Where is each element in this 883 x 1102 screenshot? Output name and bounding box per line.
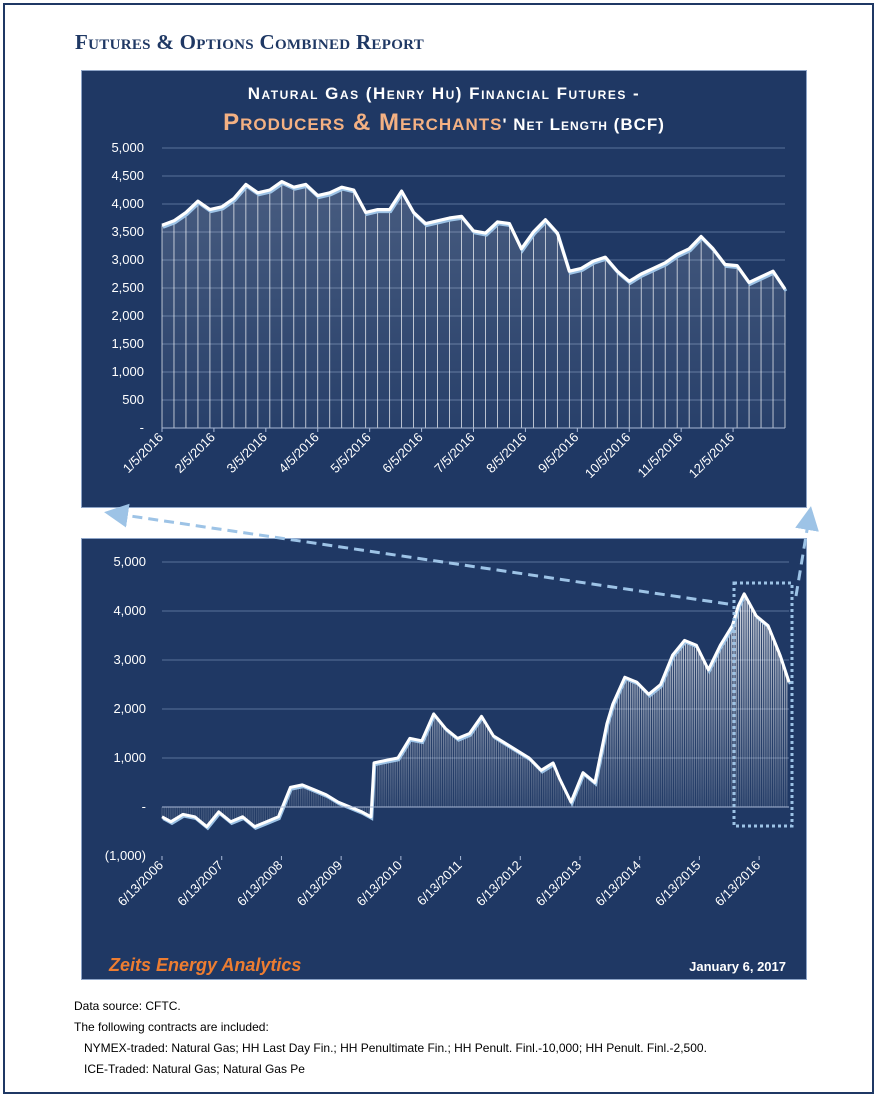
top-chart-panel: Natural Gas (Henry Hu) Financial Futures… [81, 70, 807, 508]
bottom-y-tick: - [142, 799, 146, 814]
bottom-x-tick: 6/13/2013 [533, 858, 585, 910]
top-chart-title-highlight: Producers & Merchants [223, 109, 503, 136]
top-chart-title-line2: Producers & Merchants' Net Length (BCF) [82, 109, 806, 137]
top-series-shadow [162, 181, 788, 292]
bottom-x-tick: 6/13/2012 [473, 858, 525, 910]
top-chart-title-rest: ' Net Length (BCF) [502, 115, 665, 134]
zoom-box [732, 581, 794, 828]
report-title: Futures & Options Combined Report [75, 30, 425, 54]
brand-label: Zeits Energy Analytics [109, 955, 302, 975]
bottom-x-tick: 6/13/2014 [592, 858, 644, 910]
top-y-tick: 3,000 [111, 252, 144, 267]
top-x-tick: 3/5/2016 [224, 430, 270, 476]
top-y-tick: 1,000 [111, 364, 144, 379]
notes-nymex: NYMEX-traded: Natural Gas; HH Last Day F… [84, 1041, 707, 1055]
top-x-tick: 9/5/2016 [535, 430, 581, 476]
report-date: January 6, 2017 [689, 959, 786, 974]
bottom-y-tick: 5,000 [113, 554, 146, 569]
bottom-bars [161, 595, 788, 827]
bottom-chart-svg: (1,000) - 1,000 2,000 3,000 4,000 5,000 6/13/20… [105, 554, 794, 910]
bottom-x-tick: 6/13/2008 [234, 858, 286, 910]
bottom-chart-panel: (1,000) - 1,000 2,000 3,000 4,000 5,000 6/13/20… [81, 538, 807, 980]
top-x-tick: 8/5/2016 [483, 430, 529, 476]
bottom-x-tick: 6/13/2007 [174, 858, 226, 910]
bottom-series-line [161, 592, 791, 829]
top-x-tick: 7/5/2016 [431, 430, 477, 476]
notes-intro: The following contracts are included: [74, 1020, 269, 1034]
page-frame [3, 3, 874, 1094]
top-x-tick: 10/5/2016 [582, 430, 634, 482]
top-y-tick: 4,000 [111, 196, 144, 211]
top-y-tick: 3,500 [111, 224, 144, 239]
bottom-x-tick: 6/13/2016 [712, 858, 764, 910]
bottom-x-tick: 6/13/2011 [414, 858, 465, 909]
bottom-x-tick: 6/13/2015 [652, 858, 704, 910]
bottom-x-tick: 6/13/2006 [115, 858, 167, 910]
top-y-tick: 2,500 [111, 280, 144, 295]
top-x-tick: 6/5/2016 [379, 430, 425, 476]
top-x-tick: 4/5/2016 [275, 430, 321, 476]
top-y-tick: - [140, 420, 144, 435]
top-y-tick: 500 [122, 392, 144, 407]
top-chart-svg: - 500 1,000 1,500 2,000 2,500 3,000 3,500 4,000 4… [111, 140, 788, 482]
top-chart-title-line1: Natural Gas (Henry Hu) Financial Futures… [247, 84, 641, 103]
source-notes: Data source: CFTC. The following contrac… [74, 996, 707, 1080]
top-y-tick: 2,000 [111, 308, 144, 323]
bottom-y-tick: 4,000 [113, 603, 146, 618]
bottom-y-tick: 3,000 [113, 652, 146, 667]
top-x-tick: 2/5/2016 [172, 430, 218, 476]
bottom-x-tick: 6/13/2010 [353, 858, 405, 910]
bottom-y-tick: (1,000) [105, 848, 146, 863]
top-y-tick: 1,500 [111, 336, 144, 351]
bottom-x-tick: 6/13/2009 [294, 858, 346, 910]
top-x-tick: 11/5/2016 [634, 430, 685, 481]
notes-ice: ICE-Traded: Natural Gas; Natural Gas Pe [84, 1062, 305, 1076]
bottom-y-tick: 2,000 [113, 701, 146, 716]
top-y-tick: 4,500 [111, 168, 144, 183]
top-x-tick: 5/5/2016 [327, 430, 373, 476]
top-series-line [161, 179, 787, 290]
bottom-y-tick: 1,000 [113, 750, 146, 765]
notes-source: Data source: CFTC. [74, 999, 181, 1013]
top-x-tick: 12/5/2016 [686, 430, 738, 482]
top-y-tick: 5,000 [111, 140, 144, 155]
top-x-tick: 1/5/2016 [120, 430, 166, 476]
